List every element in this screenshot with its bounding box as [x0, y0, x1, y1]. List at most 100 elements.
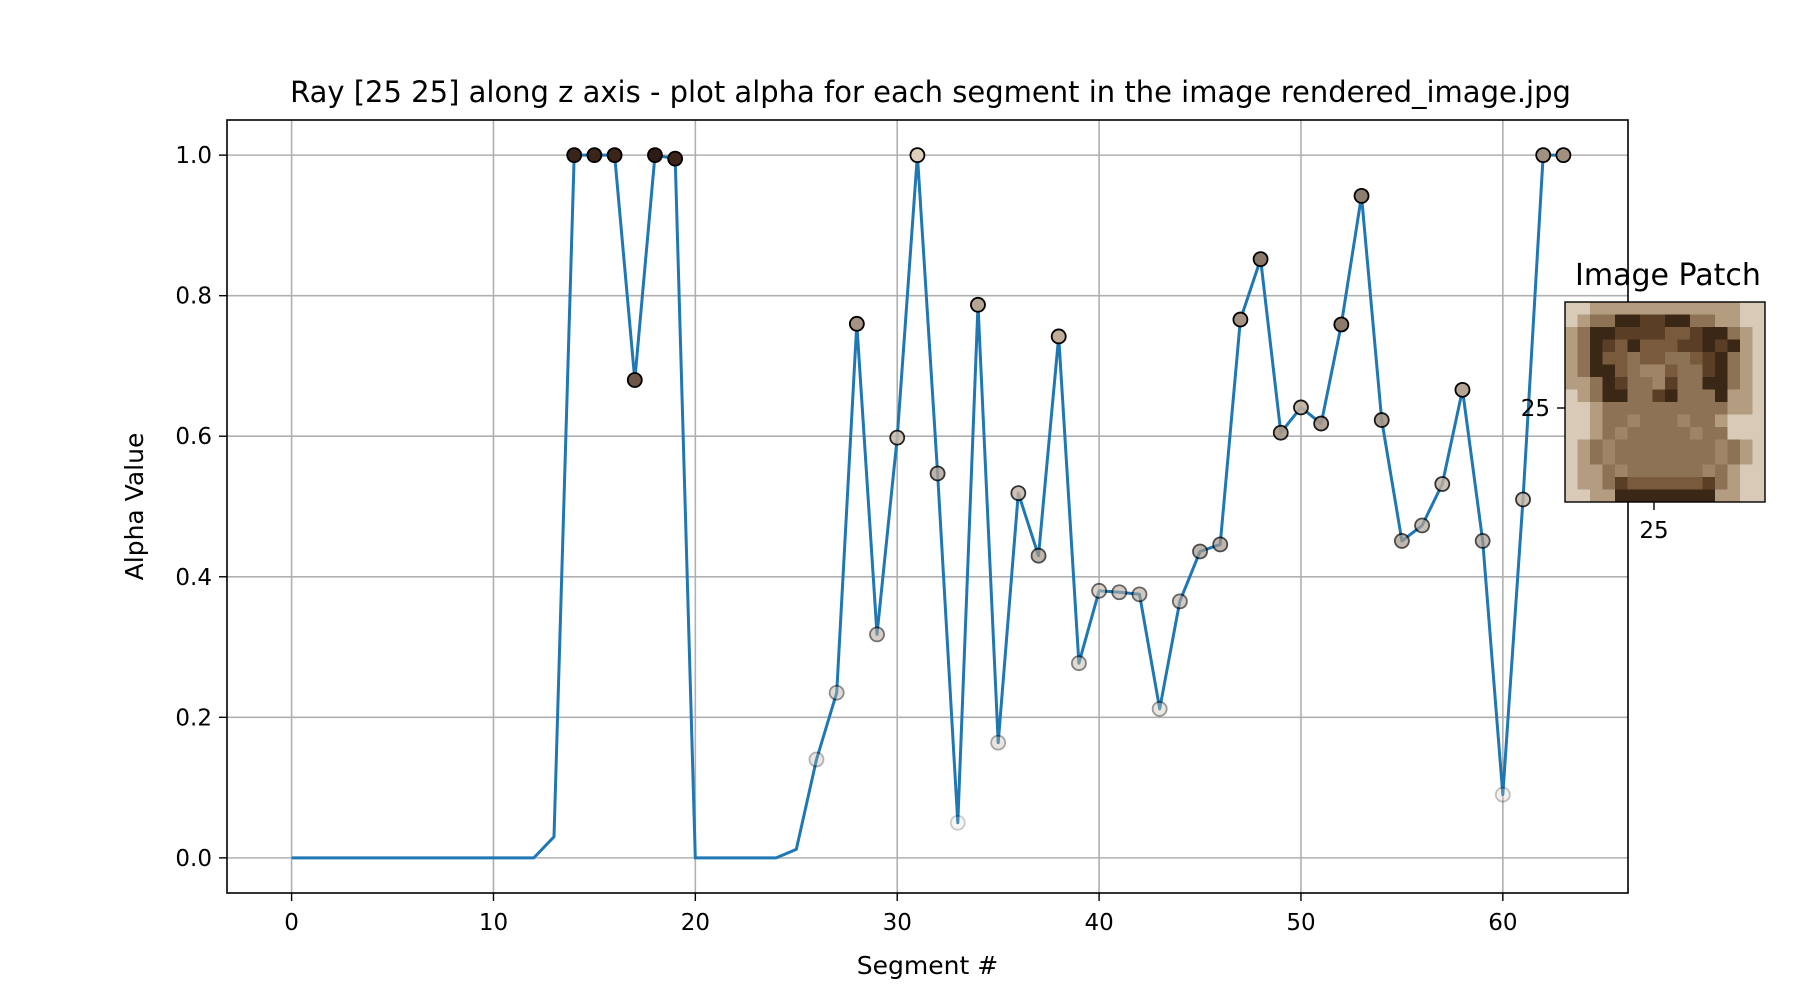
image-pixel — [1577, 452, 1591, 465]
image-pixel — [1627, 327, 1641, 340]
image-pixel — [1715, 389, 1728, 403]
image-pixel — [1677, 489, 1691, 503]
image-pixel — [1727, 452, 1741, 465]
image-pixel — [1627, 477, 1641, 490]
image-pixel — [1752, 464, 1766, 478]
image-pixel — [1740, 364, 1753, 378]
image-pixel — [1627, 302, 1641, 315]
image-pixel — [1727, 327, 1741, 340]
image-pixel — [1565, 314, 1578, 328]
data-point — [1232, 311, 1249, 328]
inset-y-tick-label: 25 — [1521, 396, 1550, 422]
image-pixel — [1752, 389, 1766, 403]
image-pixel — [1602, 389, 1616, 403]
image-pixel — [1677, 377, 1691, 390]
image-pixel — [1727, 302, 1741, 315]
data-point — [667, 150, 684, 167]
data-point — [990, 734, 1007, 751]
data-point — [1272, 424, 1289, 441]
image-pixel — [1690, 452, 1703, 465]
data-point — [1373, 412, 1390, 428]
image-pixel — [1715, 377, 1728, 390]
image-pixel — [1602, 414, 1616, 428]
image-pixel — [1715, 489, 1728, 503]
image-pixel — [1665, 464, 1678, 478]
y-tick-label: 1.0 — [175, 143, 212, 169]
data-point — [626, 372, 643, 388]
image-pixel — [1565, 427, 1578, 440]
image-pixel — [1627, 414, 1641, 428]
image-pixel — [1615, 352, 1628, 365]
image-pixel — [1627, 339, 1641, 353]
image-pixel — [1640, 302, 1653, 315]
image-pixel — [1665, 402, 1678, 415]
image-pixel — [1652, 352, 1666, 365]
image-pixel — [1677, 352, 1691, 365]
image-pixel — [1690, 402, 1703, 415]
image-pixel — [1690, 327, 1703, 340]
x-tick-label: 40 — [1084, 910, 1113, 936]
image-pixel — [1640, 377, 1653, 390]
image-pixel — [1602, 339, 1616, 353]
image-pixel — [1590, 414, 1603, 428]
image-pixel — [1627, 352, 1641, 365]
image-pixel — [1577, 464, 1591, 478]
image-pixel — [1752, 402, 1766, 415]
image-pixel — [1702, 439, 1716, 453]
image-pixel — [1652, 489, 1666, 503]
image-pixel — [1677, 389, 1691, 403]
data-point — [647, 147, 663, 164]
image-pixel — [1702, 314, 1716, 328]
image-pixel — [1590, 327, 1603, 340]
image-pixel — [1665, 389, 1678, 403]
image-pixel — [1652, 339, 1666, 353]
image-pixel — [1590, 389, 1603, 403]
image-pixel — [1677, 302, 1691, 315]
data-point — [1030, 547, 1047, 564]
image-pixel — [1602, 352, 1616, 365]
image-pixel — [1677, 477, 1691, 490]
image-pixel — [1715, 439, 1728, 453]
image-pixel — [1665, 302, 1678, 315]
data-point — [1192, 543, 1208, 560]
image-pixel — [1652, 327, 1666, 340]
image-pixel — [1577, 327, 1591, 340]
image-pixel — [1715, 339, 1728, 353]
image-pixel — [1715, 302, 1728, 315]
image-pixel — [1665, 352, 1678, 365]
image-pixel — [1715, 364, 1728, 378]
image-pixel — [1752, 489, 1766, 503]
image-pixel — [1577, 314, 1591, 328]
image-pixel — [1665, 314, 1678, 328]
image-pixel — [1702, 402, 1716, 415]
y-axis-label: Alpha Value — [120, 433, 149, 581]
x-tick-label: 0 — [284, 910, 299, 936]
image-pixel — [1640, 452, 1653, 465]
image-pixel — [1640, 477, 1653, 490]
image-pixel — [1565, 364, 1578, 378]
y-tick-label: 0.6 — [175, 424, 212, 450]
image-pixel — [1565, 464, 1578, 478]
image-pixel — [1702, 477, 1716, 490]
image-pixel — [1727, 364, 1741, 378]
image-pixel — [1740, 464, 1753, 478]
data-point — [1252, 251, 1269, 268]
data-point — [1111, 584, 1128, 601]
image-pixel — [1652, 389, 1666, 403]
image-pixel — [1615, 314, 1628, 328]
image-pixel — [1715, 402, 1728, 415]
image-pixel — [1627, 464, 1641, 478]
image-pixel — [1652, 464, 1666, 478]
image-pixel — [1590, 339, 1603, 353]
data-point — [1010, 485, 1027, 502]
image-pixel — [1615, 477, 1628, 490]
x-tick-label: 60 — [1488, 910, 1517, 936]
data-point — [1535, 147, 1552, 164]
image-pixel — [1640, 464, 1653, 478]
y-tick-label: 0.4 — [175, 565, 212, 591]
image-pixel — [1752, 364, 1766, 378]
inset-title: Image Patch — [1575, 258, 1761, 293]
image-pixel — [1652, 414, 1666, 428]
image-pixel — [1752, 452, 1766, 465]
data-point — [848, 315, 865, 332]
